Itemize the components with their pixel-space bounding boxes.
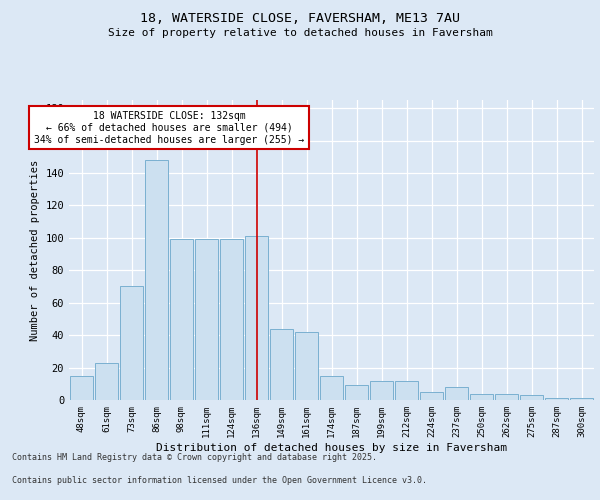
Bar: [395, 380, 418, 400]
Bar: [95, 362, 118, 400]
Bar: [495, 394, 518, 400]
Bar: [120, 286, 143, 400]
Bar: [570, 398, 593, 400]
Bar: [220, 240, 243, 400]
Text: 18 WATERSIDE CLOSE: 132sqm
← 66% of detached houses are smaller (494)
34% of sem: 18 WATERSIDE CLOSE: 132sqm ← 66% of deta…: [34, 112, 304, 144]
Bar: [320, 376, 343, 400]
Text: 18, WATERSIDE CLOSE, FAVERSHAM, ME13 7AU: 18, WATERSIDE CLOSE, FAVERSHAM, ME13 7AU: [140, 12, 460, 26]
Bar: [470, 394, 493, 400]
Text: Contains HM Land Registry data © Crown copyright and database right 2025.: Contains HM Land Registry data © Crown c…: [12, 454, 377, 462]
Text: Size of property relative to detached houses in Faversham: Size of property relative to detached ho…: [107, 28, 493, 38]
Bar: [245, 236, 268, 400]
Bar: [70, 376, 93, 400]
Bar: [520, 395, 543, 400]
Bar: [270, 328, 293, 400]
Bar: [370, 380, 393, 400]
Bar: [345, 386, 368, 400]
Bar: [545, 398, 568, 400]
Text: Contains public sector information licensed under the Open Government Licence v3: Contains public sector information licen…: [12, 476, 427, 485]
Bar: [145, 160, 168, 400]
Bar: [170, 240, 193, 400]
Bar: [195, 240, 218, 400]
Bar: [445, 387, 468, 400]
Bar: [420, 392, 443, 400]
Bar: [295, 332, 318, 400]
Y-axis label: Number of detached properties: Number of detached properties: [30, 160, 40, 340]
X-axis label: Distribution of detached houses by size in Faversham: Distribution of detached houses by size …: [156, 442, 507, 452]
